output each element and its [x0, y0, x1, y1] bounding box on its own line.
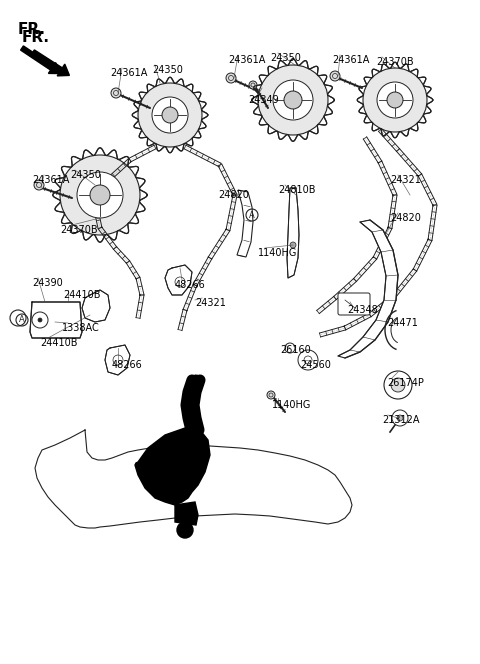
Polygon shape — [82, 290, 110, 322]
Circle shape — [363, 68, 427, 132]
Circle shape — [258, 65, 328, 135]
Text: 24410B: 24410B — [40, 338, 77, 348]
FancyBboxPatch shape — [338, 293, 370, 315]
Circle shape — [391, 378, 405, 392]
Text: 48266: 48266 — [112, 360, 143, 370]
Polygon shape — [175, 502, 198, 525]
Circle shape — [34, 180, 44, 190]
FancyArrow shape — [21, 46, 60, 74]
Circle shape — [60, 155, 140, 235]
Circle shape — [152, 97, 188, 133]
Polygon shape — [237, 190, 253, 257]
Text: 24370B: 24370B — [376, 57, 414, 67]
Circle shape — [249, 81, 257, 89]
Text: A: A — [19, 315, 25, 325]
Circle shape — [330, 71, 340, 81]
Polygon shape — [135, 428, 210, 505]
Circle shape — [77, 172, 123, 218]
Circle shape — [226, 73, 236, 83]
Text: A: A — [249, 210, 255, 220]
Circle shape — [273, 80, 313, 120]
Polygon shape — [30, 302, 82, 338]
FancyArrow shape — [32, 50, 70, 76]
Text: FR.: FR. — [18, 22, 46, 37]
Text: 24321: 24321 — [390, 175, 421, 185]
Text: 24350: 24350 — [270, 53, 301, 63]
Text: 24370B: 24370B — [60, 225, 97, 235]
Text: 1338AC: 1338AC — [62, 323, 100, 333]
Text: 24350: 24350 — [70, 170, 101, 180]
Circle shape — [387, 92, 403, 108]
Text: FR.: FR. — [22, 30, 50, 45]
Text: 1140HG: 1140HG — [258, 248, 298, 258]
Circle shape — [298, 350, 318, 370]
Text: 24820: 24820 — [390, 213, 421, 223]
Text: 24410B: 24410B — [63, 290, 100, 300]
Text: 24361A: 24361A — [32, 175, 70, 185]
Text: 48266: 48266 — [175, 280, 206, 290]
Circle shape — [392, 410, 408, 426]
Text: 24560: 24560 — [300, 360, 331, 370]
Circle shape — [177, 522, 193, 538]
Text: 24471: 24471 — [387, 318, 418, 328]
Circle shape — [267, 391, 275, 399]
Text: 24321: 24321 — [195, 298, 226, 308]
Text: 26160: 26160 — [280, 345, 311, 355]
Circle shape — [384, 371, 412, 399]
Text: 24350: 24350 — [152, 65, 183, 75]
Text: 26174P: 26174P — [387, 378, 424, 388]
Circle shape — [377, 82, 413, 118]
Circle shape — [284, 91, 302, 109]
Text: 24361A: 24361A — [332, 55, 370, 65]
Circle shape — [285, 343, 295, 353]
Polygon shape — [105, 345, 130, 375]
Circle shape — [397, 415, 403, 421]
Text: 1140HG: 1140HG — [272, 400, 312, 410]
Circle shape — [111, 88, 121, 98]
Polygon shape — [338, 220, 398, 358]
Text: 24349: 24349 — [248, 95, 279, 105]
Text: 21312A: 21312A — [382, 415, 420, 425]
Text: 24361A: 24361A — [110, 68, 147, 78]
Text: 24820: 24820 — [218, 190, 249, 200]
Circle shape — [38, 318, 42, 322]
Circle shape — [290, 242, 296, 248]
Polygon shape — [287, 188, 299, 278]
Circle shape — [162, 107, 178, 123]
Text: 24390: 24390 — [32, 278, 63, 288]
Polygon shape — [165, 265, 192, 295]
Text: 24810B: 24810B — [278, 185, 315, 195]
Circle shape — [90, 185, 110, 205]
Circle shape — [138, 83, 202, 147]
Text: 24348: 24348 — [347, 305, 378, 315]
Text: 24361A: 24361A — [228, 55, 265, 65]
